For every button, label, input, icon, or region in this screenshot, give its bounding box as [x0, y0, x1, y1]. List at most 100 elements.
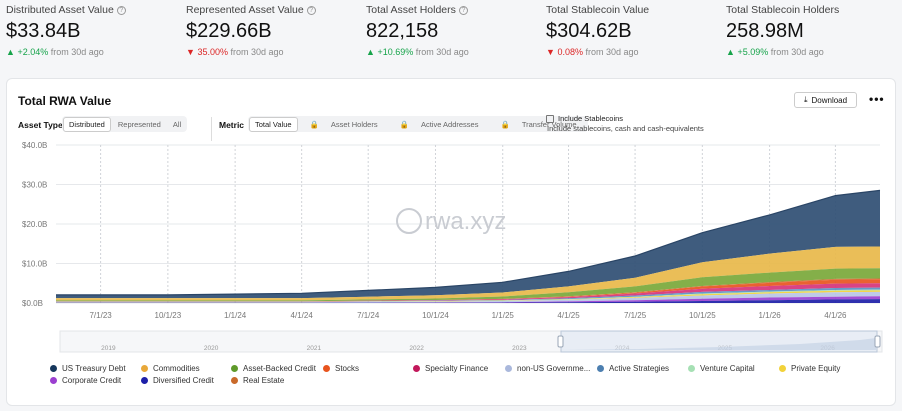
up-arrow-icon: ▲ [726, 47, 735, 57]
include-stablecoins-checkbox[interactable] [546, 115, 554, 123]
x-tick-label: 4/1/26 [824, 311, 847, 320]
navigator-selection [560, 330, 878, 353]
stat-total-asset-holders: Total Asset Holders? 822,158 ▲ +10.69% f… [366, 4, 469, 57]
asset-type-label: Asset Type [18, 120, 63, 130]
legend-label: Private Equity [791, 364, 841, 373]
legend-item[interactable]: Private Equity [779, 364, 840, 373]
y-tick-label: $0.0B [22, 299, 43, 308]
legend-label: Specialty Finance [425, 364, 489, 373]
legend-label: non-US Governme... [517, 364, 591, 373]
asset-type-option-distributed[interactable]: Distributed [63, 116, 111, 132]
legend-item[interactable]: Commodities [141, 364, 200, 373]
info-icon[interactable]: ? [458, 5, 468, 15]
asset-type-option-all[interactable]: All [172, 119, 182, 129]
legend-item[interactable]: Corporate Credit [50, 376, 121, 385]
area-series [56, 246, 880, 301]
metric-label: Metric [219, 120, 245, 130]
legend-swatch [413, 365, 420, 372]
metric-option-transfer-volume[interactable]: 🔒 Transfer Volume [490, 118, 586, 131]
info-icon[interactable]: ? [116, 5, 126, 15]
y-axis: $0.0B $10.0B $20.0B $30.0B $40.0B [22, 141, 47, 308]
up-arrow-icon: ▲ [366, 47, 375, 57]
lock-icon: 🔒 [309, 119, 319, 129]
metric-option-active-addresses[interactable]: 🔒 Active Addresses [390, 118, 489, 131]
area-series [56, 299, 880, 303]
stat-change-suffix: from 30d ago [50, 47, 104, 57]
download-button[interactable]: ⤓ Download [794, 92, 857, 108]
legend-swatch [231, 377, 238, 384]
area-series [56, 283, 880, 302]
legend-swatch [231, 365, 238, 372]
legend-swatch [323, 365, 330, 372]
legend-swatch [141, 365, 148, 372]
metric-option-label: Asset Holders [330, 119, 378, 129]
navigator-year-label: 2021 [307, 345, 322, 352]
stat-label: Total Asset Holders [366, 4, 456, 16]
x-tick-label: 10/1/24 [422, 311, 449, 320]
watermark: rwa.xyz [396, 208, 506, 235]
legend-item[interactable]: Active Strategies [597, 364, 669, 373]
stat-value: $33.84B [6, 20, 81, 42]
x-tick-label: 4/1/24 [291, 311, 314, 320]
stat-value: $304.62B [546, 20, 632, 42]
info-icon[interactable]: ? [306, 5, 316, 15]
download-icon: ⤓ [803, 95, 808, 104]
stat-value: 822,158 [366, 20, 439, 42]
metric-option-label: Transfer Volume [521, 119, 577, 129]
navigator-year-label: 2020 [204, 345, 219, 352]
legend-item[interactable]: Venture Capital [688, 364, 755, 373]
y-tick-label: $10.0B [22, 260, 47, 269]
metric-selector: Total Value 🔒 Asset Holders 🔒 Active Addre… [248, 116, 588, 132]
stat-change: 0.08% [557, 47, 583, 57]
legend-swatch [505, 365, 512, 372]
x-tick-label: 1/1/25 [492, 311, 515, 320]
metric-option-asset-holders[interactable]: 🔒 Asset Holders [300, 118, 388, 131]
x-tick-label: 7/1/24 [357, 311, 380, 320]
navigator-year-label: 2022 [409, 345, 424, 352]
legend-label: US Treasury Debt [62, 364, 126, 373]
legend-label: Real Estate [243, 376, 285, 385]
chart-title: Total RWA Value [18, 94, 112, 108]
x-tick-label: 10/1/25 [689, 311, 716, 320]
legend-swatch [597, 365, 604, 372]
x-tick-label: 10/1/23 [155, 311, 182, 320]
metric-option-total-value[interactable]: Total Value [249, 116, 298, 132]
legend-item[interactable]: Diversified Credit [141, 376, 214, 385]
legend-item[interactable]: non-US Governme... [505, 364, 590, 373]
x-tick-label: 7/1/23 [89, 311, 112, 320]
legend-label: Corporate Credit [62, 376, 122, 385]
x-axis: 7/1/23 10/1/23 1/1/24 4/1/24 7/1/24 10/1/24 1/… [89, 311, 847, 320]
stat-label: Total Stablecoin Holders [726, 4, 840, 16]
legend-label: Asset-Backed Credit [243, 364, 316, 373]
area-series [56, 190, 880, 299]
legend-item[interactable]: Asset-Backed Credit [231, 364, 316, 373]
legend-label: Diversified Credit [153, 376, 214, 385]
y-tick-label: $20.0B [22, 220, 47, 229]
legend-label: Venture Capital [700, 364, 755, 373]
more-options-button[interactable]: ••• [869, 92, 885, 106]
x-tick-label: 7/1/25 [624, 311, 647, 320]
stat-change: +2.04% [17, 47, 49, 57]
legend-swatch [779, 365, 786, 372]
stat-label: Total Stablecoin Value [546, 4, 650, 16]
navigator-handle-left [557, 335, 564, 348]
legend-item[interactable]: Stocks [323, 364, 359, 373]
metric-option-label: Active Addresses [420, 119, 479, 129]
stat-change-suffix: from 30d ago [415, 47, 469, 57]
stat-change: +10.69% [377, 47, 414, 57]
legend-item[interactable]: Specialty Finance [413, 364, 488, 373]
lock-icon: 🔒 [399, 119, 409, 129]
stat-represented-asset-value: Represented Asset Value? $229.66B ▼ 35.0… [186, 4, 316, 57]
divider [211, 117, 212, 141]
asset-type-option-represented[interactable]: Represented [117, 119, 161, 129]
stat-change: 35.00% [197, 47, 228, 57]
up-arrow-icon: ▲ [6, 47, 15, 57]
legend-label: Stocks [335, 364, 360, 373]
legend-item[interactable]: US Treasury Debt [50, 364, 126, 373]
stat-change-suffix: from 30d ago [770, 47, 824, 57]
legend-label: Active Strategies [609, 364, 670, 373]
range-navigator[interactable]: 20192020202120222023202420252026 [59, 330, 883, 353]
legend-item[interactable]: Real Estate [231, 376, 284, 385]
stat-label: Represented Asset Value [186, 4, 304, 16]
